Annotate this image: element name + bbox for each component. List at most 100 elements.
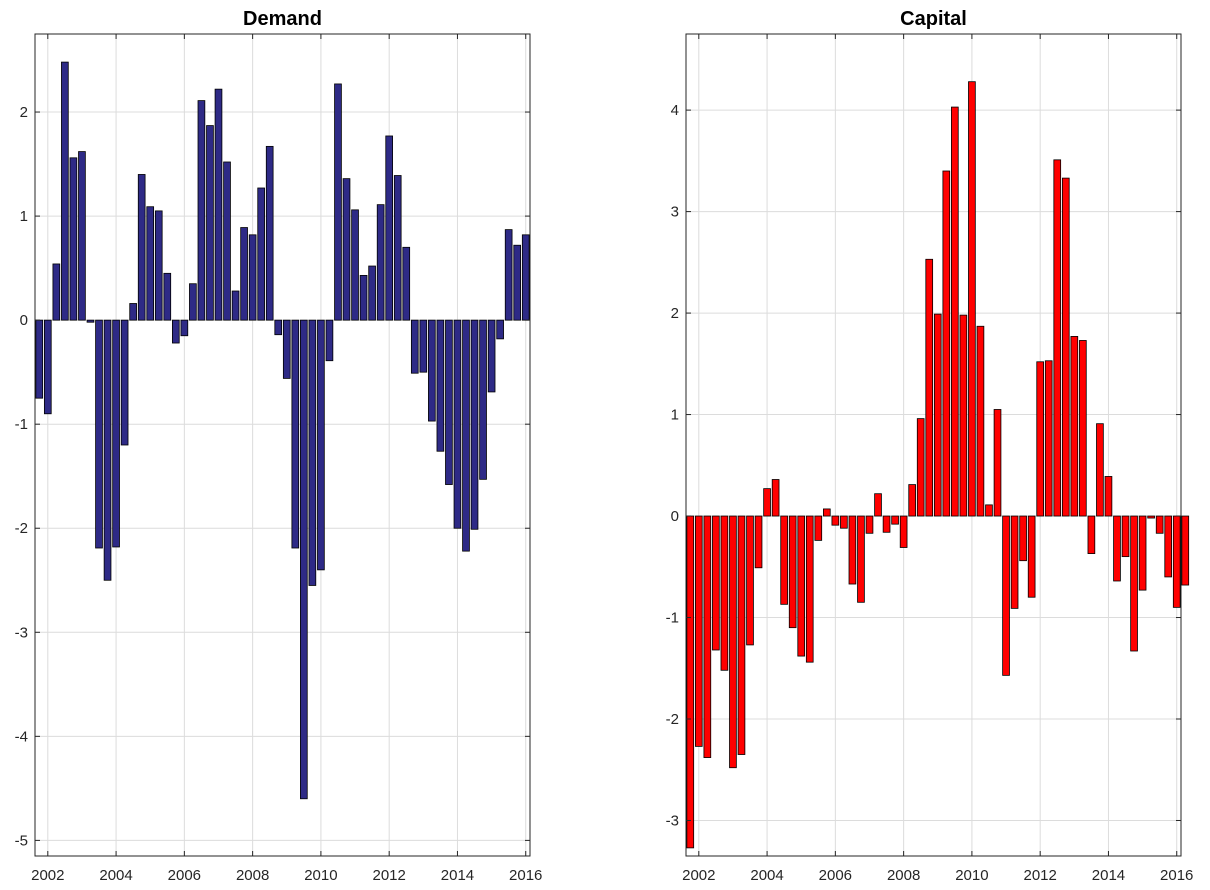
- bar: [1087, 515, 1096, 554]
- bar: [1104, 476, 1113, 517]
- bar: [848, 515, 857, 585]
- bar: [265, 145, 274, 321]
- bar: [1147, 515, 1155, 519]
- bar: [274, 319, 283, 336]
- bar: [300, 319, 308, 800]
- bar: [504, 229, 513, 321]
- bar: [1010, 515, 1019, 609]
- bar: [908, 484, 916, 517]
- y-tick-label: 0: [671, 508, 679, 525]
- bar: [35, 319, 44, 399]
- bar: [342, 178, 351, 321]
- bar: [95, 319, 103, 549]
- bar: [840, 515, 848, 529]
- bar: [206, 125, 214, 321]
- bar: [1027, 515, 1036, 598]
- bar: [231, 290, 240, 321]
- bar: [1002, 515, 1010, 676]
- bar: [376, 204, 385, 321]
- bar: [462, 319, 470, 552]
- bar: [428, 319, 436, 422]
- bar: [61, 61, 69, 321]
- x-tick-label: 2010: [955, 867, 988, 884]
- x-tick-label: 2002: [682, 867, 715, 884]
- bar: [857, 515, 865, 603]
- bar: [180, 319, 189, 337]
- axes-frame: [34, 33, 531, 857]
- y-tick-label: -4: [15, 728, 28, 745]
- bar: [1155, 515, 1164, 534]
- bar: [823, 508, 831, 517]
- bar: [968, 81, 976, 517]
- bar: [359, 274, 368, 321]
- bar: [720, 515, 729, 671]
- bar: [146, 206, 155, 321]
- bar: [120, 319, 129, 446]
- bar: [1130, 515, 1138, 652]
- bar: [240, 227, 248, 321]
- bar: [513, 244, 522, 321]
- axes-frame: [685, 33, 1182, 857]
- bar: [1019, 515, 1027, 562]
- chart-title: Capital: [900, 8, 967, 30]
- bar: [1181, 515, 1190, 586]
- x-tick-label: 2004: [750, 867, 783, 884]
- bar: [419, 319, 428, 373]
- bar: [686, 515, 695, 849]
- y-tick-label: -3: [666, 812, 679, 829]
- bar: [737, 515, 746, 755]
- bar: [1079, 340, 1087, 517]
- bar: [351, 209, 359, 321]
- bar: [214, 88, 223, 321]
- bar: [712, 515, 720, 651]
- y-tick-label: 3: [671, 204, 679, 221]
- capital-panel: Capital 4 3 2 1 0 -1 -2 -3 2002 2004 2006 2008 2010 2…: [666, 8, 1194, 884]
- bar: [410, 319, 419, 374]
- bar: [496, 319, 504, 340]
- bar: [86, 319, 95, 323]
- bar: [197, 100, 206, 321]
- bar: [925, 258, 934, 517]
- y-tick-label: 1: [20, 208, 28, 225]
- ticks: 2 1 0 -1 -2 -3 -4 -5 2002 2004 2006 2008 2010 2012 201…: [15, 34, 542, 884]
- bar: [402, 246, 411, 321]
- y-tick-label: -1: [15, 416, 28, 433]
- y-tick-label: -2: [666, 711, 679, 728]
- bars: [686, 81, 1190, 849]
- bar: [487, 319, 496, 393]
- bar: [1044, 360, 1053, 517]
- x-tick-label: 2012: [372, 867, 405, 884]
- y-tick-label: -5: [15, 832, 28, 849]
- bar: [248, 234, 257, 321]
- bar: [445, 319, 453, 485]
- bar: [814, 515, 823, 541]
- bar: [729, 515, 737, 769]
- bar: [103, 319, 112, 581]
- y-tick-label: 1: [671, 407, 679, 424]
- bar: [1036, 361, 1044, 517]
- bar: [754, 515, 763, 569]
- bar: [899, 515, 908, 548]
- bar: [189, 283, 197, 321]
- y-tick-label: -2: [15, 520, 28, 537]
- bar: [771, 479, 780, 517]
- bar: [334, 83, 342, 321]
- bar: [129, 303, 137, 321]
- bar: [43, 319, 52, 415]
- bar: [882, 515, 891, 533]
- bar: [78, 151, 86, 321]
- bar: [521, 234, 530, 321]
- x-tick-label: 2008: [887, 867, 920, 884]
- bar: [470, 319, 479, 530]
- bar: [163, 272, 172, 321]
- bar: [1172, 515, 1181, 608]
- bar: [172, 319, 180, 344]
- bar: [479, 319, 487, 480]
- bar: [959, 314, 968, 517]
- bars: [35, 61, 530, 800]
- demand-panel: Demand 2 1 0 -1 -2 -3 -4 -5 2002 2004 2006 2008 2010…: [15, 8, 543, 884]
- bar: [746, 515, 754, 646]
- bar: [993, 409, 1002, 517]
- bar: [1053, 159, 1062, 517]
